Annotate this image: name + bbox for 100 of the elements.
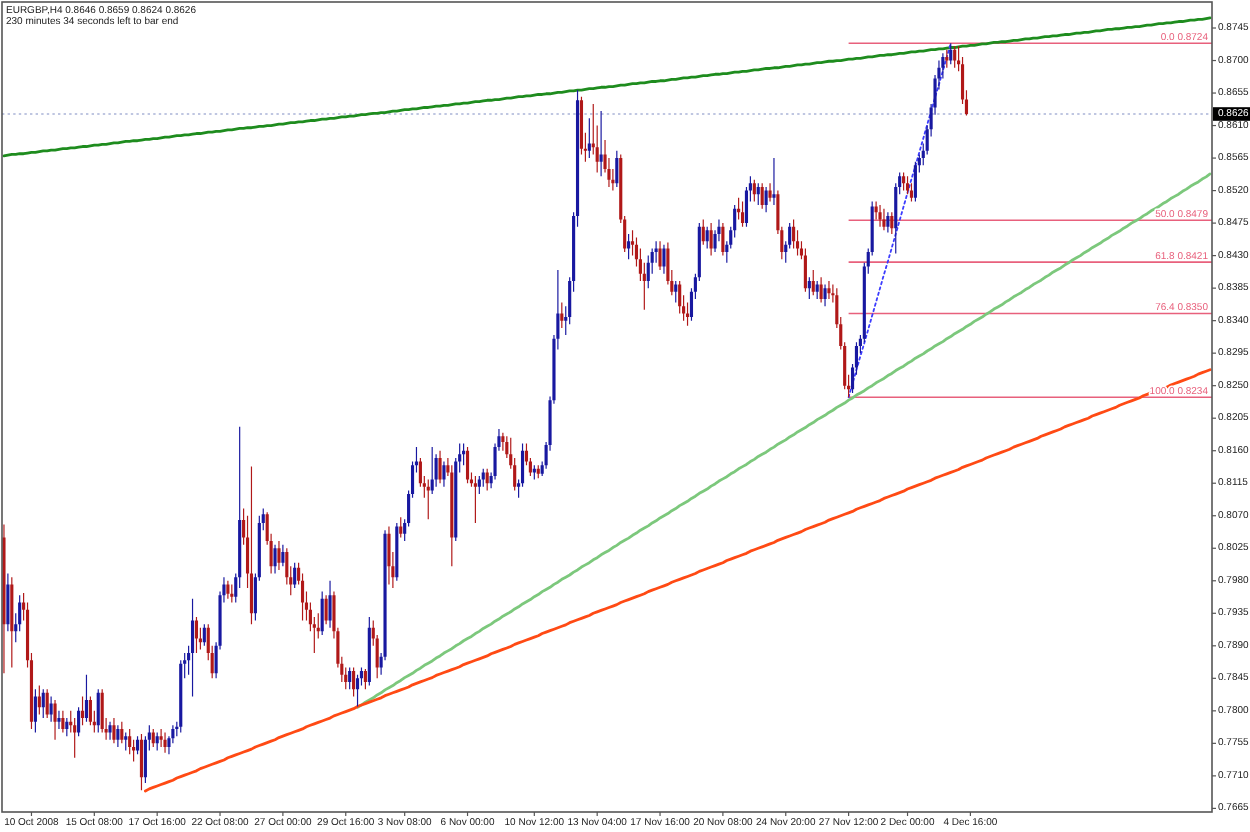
candlestick	[159, 728, 163, 747]
candlestick	[819, 277, 823, 303]
candlestick	[811, 270, 815, 296]
candlestick	[328, 580, 332, 628]
candlestick	[721, 223, 725, 256]
candlestick	[823, 284, 827, 307]
candlestick	[890, 212, 894, 234]
candlestick	[190, 598, 195, 697]
candlestick	[387, 526, 391, 585]
candlestick	[202, 624, 206, 646]
candlestick	[61, 710, 65, 733]
candlestick	[281, 544, 285, 567]
candlestick	[756, 183, 760, 206]
candlestick	[49, 696, 53, 722]
candlestick	[37, 685, 41, 715]
candlestick	[45, 689, 49, 719]
candlestick	[450, 465, 454, 567]
candlestick	[792, 219, 796, 249]
candlestick	[945, 49, 949, 68]
candlestick	[803, 248, 807, 292]
candlestick	[560, 302, 564, 328]
candlestick	[194, 616, 199, 654]
candlestick	[363, 668, 367, 690]
candlestick	[124, 732, 128, 751]
line-series	[356, 172, 1212, 709]
candlestick	[807, 277, 811, 299]
candlestick	[128, 728, 132, 755]
candlestick	[348, 667, 352, 690]
candlestick	[878, 205, 882, 227]
candlestick	[827, 280, 831, 299]
candlestick	[120, 721, 124, 744]
candlestick	[442, 461, 446, 487]
candlestick	[57, 710, 61, 729]
candlestick	[395, 522, 399, 581]
candlestick	[320, 591, 324, 635]
candlestick	[674, 280, 678, 303]
candlestick	[2, 524, 6, 674]
candlestick	[705, 226, 709, 249]
candlestick	[277, 541, 281, 570]
candlestick	[701, 219, 705, 245]
candlestick	[434, 454, 438, 487]
candlestick	[536, 465, 540, 479]
line-series	[847, 42, 952, 399]
candlestick	[764, 186, 768, 213]
candlestick	[273, 544, 277, 574]
candlestick	[135, 736, 140, 755]
candlestick	[760, 183, 764, 209]
candlestick	[953, 46, 957, 68]
candlestick	[53, 700, 57, 740]
candlestick	[909, 183, 914, 202]
candlestick	[33, 689, 37, 733]
candlestick	[740, 201, 745, 227]
candlestick	[6, 573, 10, 632]
candlestick	[886, 212, 890, 233]
candlestick	[501, 432, 505, 451]
candlestick	[112, 718, 116, 744]
candlestick	[355, 674, 360, 707]
candlestick	[658, 241, 662, 271]
candlestick	[324, 595, 328, 625]
candlestick	[226, 580, 230, 599]
candlestick	[882, 208, 886, 231]
candlestick	[905, 176, 910, 195]
candlestick	[615, 150, 619, 187]
candlestick	[367, 616, 371, 686]
candlestick	[80, 696, 85, 726]
candlestick	[646, 255, 650, 289]
candlestick	[155, 732, 159, 751]
candlestick	[949, 43, 953, 65]
candlestick	[179, 660, 183, 733]
line-series	[143, 368, 1212, 793]
candlestick	[73, 718, 77, 758]
candlestick	[709, 223, 713, 256]
candlestick	[752, 179, 756, 202]
candlestick	[874, 201, 878, 220]
candlestick	[579, 96, 584, 155]
candlestick	[352, 667, 356, 697]
candlestick	[139, 733, 144, 791]
candlestick	[678, 280, 682, 314]
candlestick	[438, 450, 442, 484]
candlestick	[116, 725, 120, 747]
candlestick	[768, 183, 772, 202]
candlestick	[662, 244, 666, 274]
candlestick	[815, 280, 819, 299]
candlestick	[685, 302, 690, 326]
candlestick	[465, 447, 470, 484]
candlestick	[84, 674, 89, 722]
candlestick	[481, 468, 485, 487]
candlestick	[477, 476, 481, 495]
candlestick	[293, 562, 297, 588]
candlestick	[108, 721, 112, 740]
candlestick	[65, 718, 69, 737]
candlestick	[41, 689, 45, 719]
candlestick	[163, 732, 167, 753]
candlestick	[88, 696, 92, 726]
candlestick	[772, 158, 776, 206]
candlestick	[913, 161, 917, 202]
line-series	[2, 16, 1212, 158]
candlestick	[10, 577, 14, 668]
candlestick	[96, 689, 100, 733]
candlestick	[902, 172, 906, 191]
